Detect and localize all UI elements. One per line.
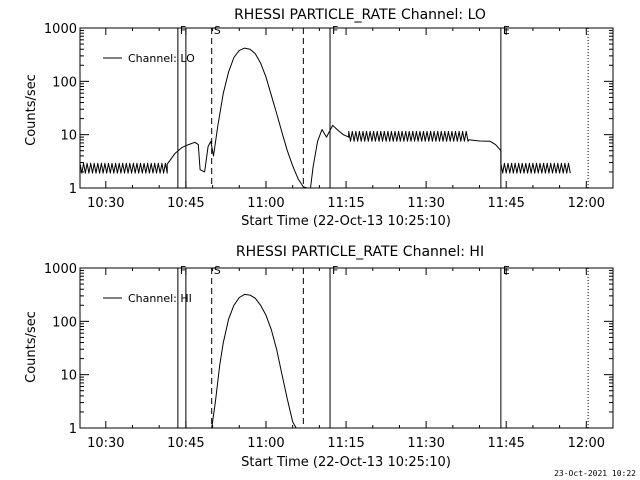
event-marker-label: S (214, 24, 221, 37)
chart-title: RHESSI PARTICLE_RATE Channel: LO (234, 7, 486, 23)
x-tick-label: 10:45 (167, 436, 204, 451)
y-tick-label: 10 (60, 369, 77, 384)
x-tick-label: 12:00 (568, 436, 605, 451)
series-group (211, 293, 297, 429)
chart-hi-channel: RHESSI PARTICLE_RATE Channel: HI Start T… (24, 244, 614, 470)
legend: Channel: LO (103, 52, 195, 65)
chart-title: RHESSI PARTICLE_RATE Channel: HI (236, 244, 484, 260)
x-axis-label: Start Time (22-Oct-13 10:25:10) (241, 455, 451, 470)
event-marker-label: E (503, 24, 510, 37)
legend-entry: Channel: HI (128, 292, 192, 305)
x-tick-label: 11:45 (487, 436, 524, 451)
event-marker-label: S (214, 264, 221, 277)
plot-area: 10:30 10:45 11:00 11:15 11:30 11:45 12:00 1 10 10… (44, 262, 614, 451)
series-line-channel-lo (79, 47, 571, 189)
y-tick-label: 100 (52, 315, 77, 330)
x-tick-label: 11:15 (327, 436, 364, 451)
event-marker-label: F (332, 264, 338, 277)
event-marker-label: F (332, 24, 338, 37)
series-group (79, 47, 571, 189)
x-tick-label: 11:30 (407, 436, 444, 451)
x-tick-label: 11:30 (407, 196, 444, 211)
series-line-channel-hi (211, 293, 297, 429)
x-axis-label: Start Time (22-Oct-13 10:25:10) (241, 214, 451, 229)
legend-entry: Channel: LO (128, 52, 195, 65)
x-tick-label: 11:15 (327, 196, 364, 211)
plot-area: 10:30 10:45 11:00 11:15 11:30 11:45 12:00 1 10 10… (44, 22, 614, 211)
x-tick-label: 11:45 (487, 196, 524, 211)
x-tick-label: 10:30 (87, 196, 124, 211)
event-marker-label: F (180, 264, 186, 277)
event-marker-label: F (180, 24, 186, 37)
x-tick-label: 12:00 (568, 196, 605, 211)
event-marker-label: E (503, 264, 510, 277)
y-axis-label: Counts/sec (24, 311, 39, 383)
y-tick-label: 100 (52, 75, 77, 90)
chart-lo-channel: RHESSI PARTICLE_RATE Channel: LO Start T… (24, 7, 614, 229)
y-tick-label: 1 (69, 182, 77, 197)
x-tick-label: 11:00 (247, 196, 284, 211)
x-tick-label: 10:30 (87, 436, 124, 451)
y-axis-label: Counts/sec (24, 74, 39, 146)
x-tick-label: 10:45 (167, 196, 204, 211)
footer-timestamp: 23-Oct-2021 10:22 (554, 469, 636, 478)
y-tick-label: 1000 (44, 22, 77, 37)
legend: Channel: HI (103, 292, 192, 305)
x-tick-label: 11:00 (247, 436, 284, 451)
y-tick-label: 10 (60, 129, 77, 144)
y-tick-label: 1000 (44, 262, 77, 277)
y-tick-label: 1 (69, 422, 77, 437)
